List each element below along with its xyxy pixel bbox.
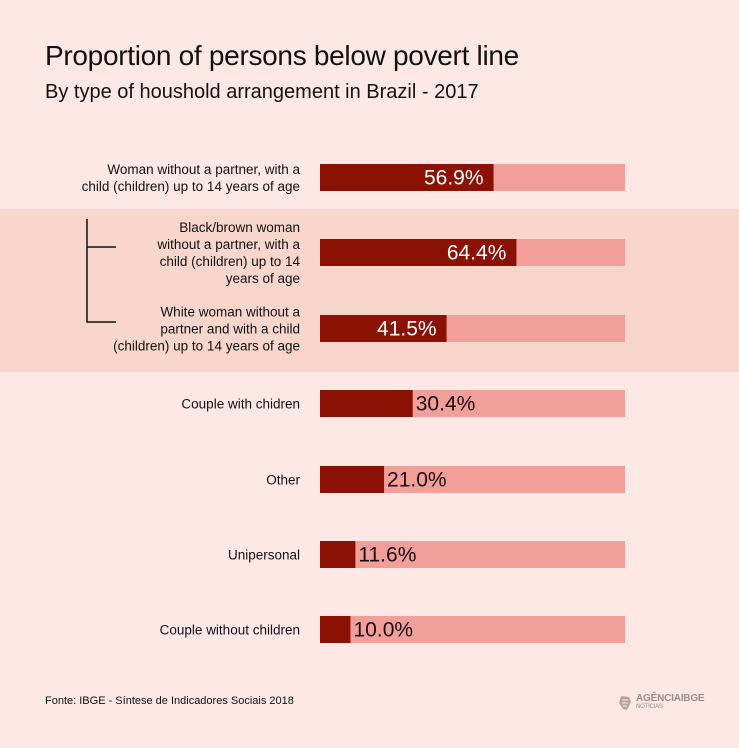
category-label-4: Other [266,473,300,488]
value-label-4: 21.0% [387,469,447,492]
category-label-2: White woman without a partner and with a … [113,305,300,354]
subgroup-bracket [86,219,116,323]
value-label-2: 41.5% [377,318,437,341]
source-note: Fonte: IBGE - Síntese de Indicadores Soc… [45,695,294,707]
category-label-line: Couple with chidren [181,397,300,412]
value-label-1: 64.4% [447,242,507,265]
bar-track-6 [320,616,625,643]
bar-5 [320,541,356,568]
chart-subtitle: By type of houshold arrangement in Brazi… [45,81,479,103]
category-label-1: Black/brown woman without a partner, with… [156,220,300,286]
value-label-6: 10.0% [354,619,414,642]
category-label-line: child (children) up to 14 years of age [82,179,300,194]
logo-sub-text: NOTÍCIAS [636,704,663,710]
agencia-ibge-logo: AGÊNCIAIBGE NOTÍCIAS [618,693,705,712]
bar-0 [320,164,494,191]
category-label-line: Other [266,473,300,488]
category-label-6: Couple without children [160,623,300,638]
category-label-5: Unipersonal [228,548,300,563]
category-label-line: Woman without a partner, with a [107,162,300,177]
value-label-3: 30.4% [416,393,476,416]
highlight-band [0,209,739,372]
ibge-map-icon [619,696,631,710]
logo-main-text: AGÊNCIAIBGE [636,693,705,704]
bar-3 [320,390,413,417]
category-label-line: Black/brown woman [179,220,300,235]
bar-4 [320,466,385,493]
bar-track-5 [320,541,625,568]
category-label-line: White woman without a [160,305,300,320]
value-label-0: 56.9% [424,167,484,190]
category-label-line: Unipersonal [228,548,300,563]
category-label-0: Woman without a partner, with a child (ch… [82,162,301,194]
bar-2 [320,315,447,342]
category-label-line: (children) up to 14 years of age [113,339,300,354]
category-label-line: without a partner, with a [156,237,300,252]
bar-6 [320,616,351,643]
chart-title: Proportion of persons below povert line [45,40,519,71]
category-label-line: partner and with a child [160,322,300,337]
category-label-line: Couple without children [160,623,300,638]
category-label-line: years of age [226,271,300,286]
category-label-3: Couple with chidren [181,397,300,412]
value-label-5: 11.6% [358,544,416,567]
bar-1 [320,239,517,266]
category-label-line: child (children) up to 14 [160,254,301,269]
